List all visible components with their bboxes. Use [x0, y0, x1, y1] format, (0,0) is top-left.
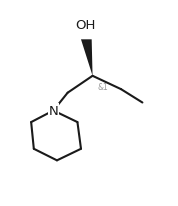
Text: N: N: [49, 104, 58, 117]
Text: OH: OH: [75, 19, 96, 32]
Text: &1: &1: [98, 83, 109, 92]
Polygon shape: [81, 40, 93, 76]
